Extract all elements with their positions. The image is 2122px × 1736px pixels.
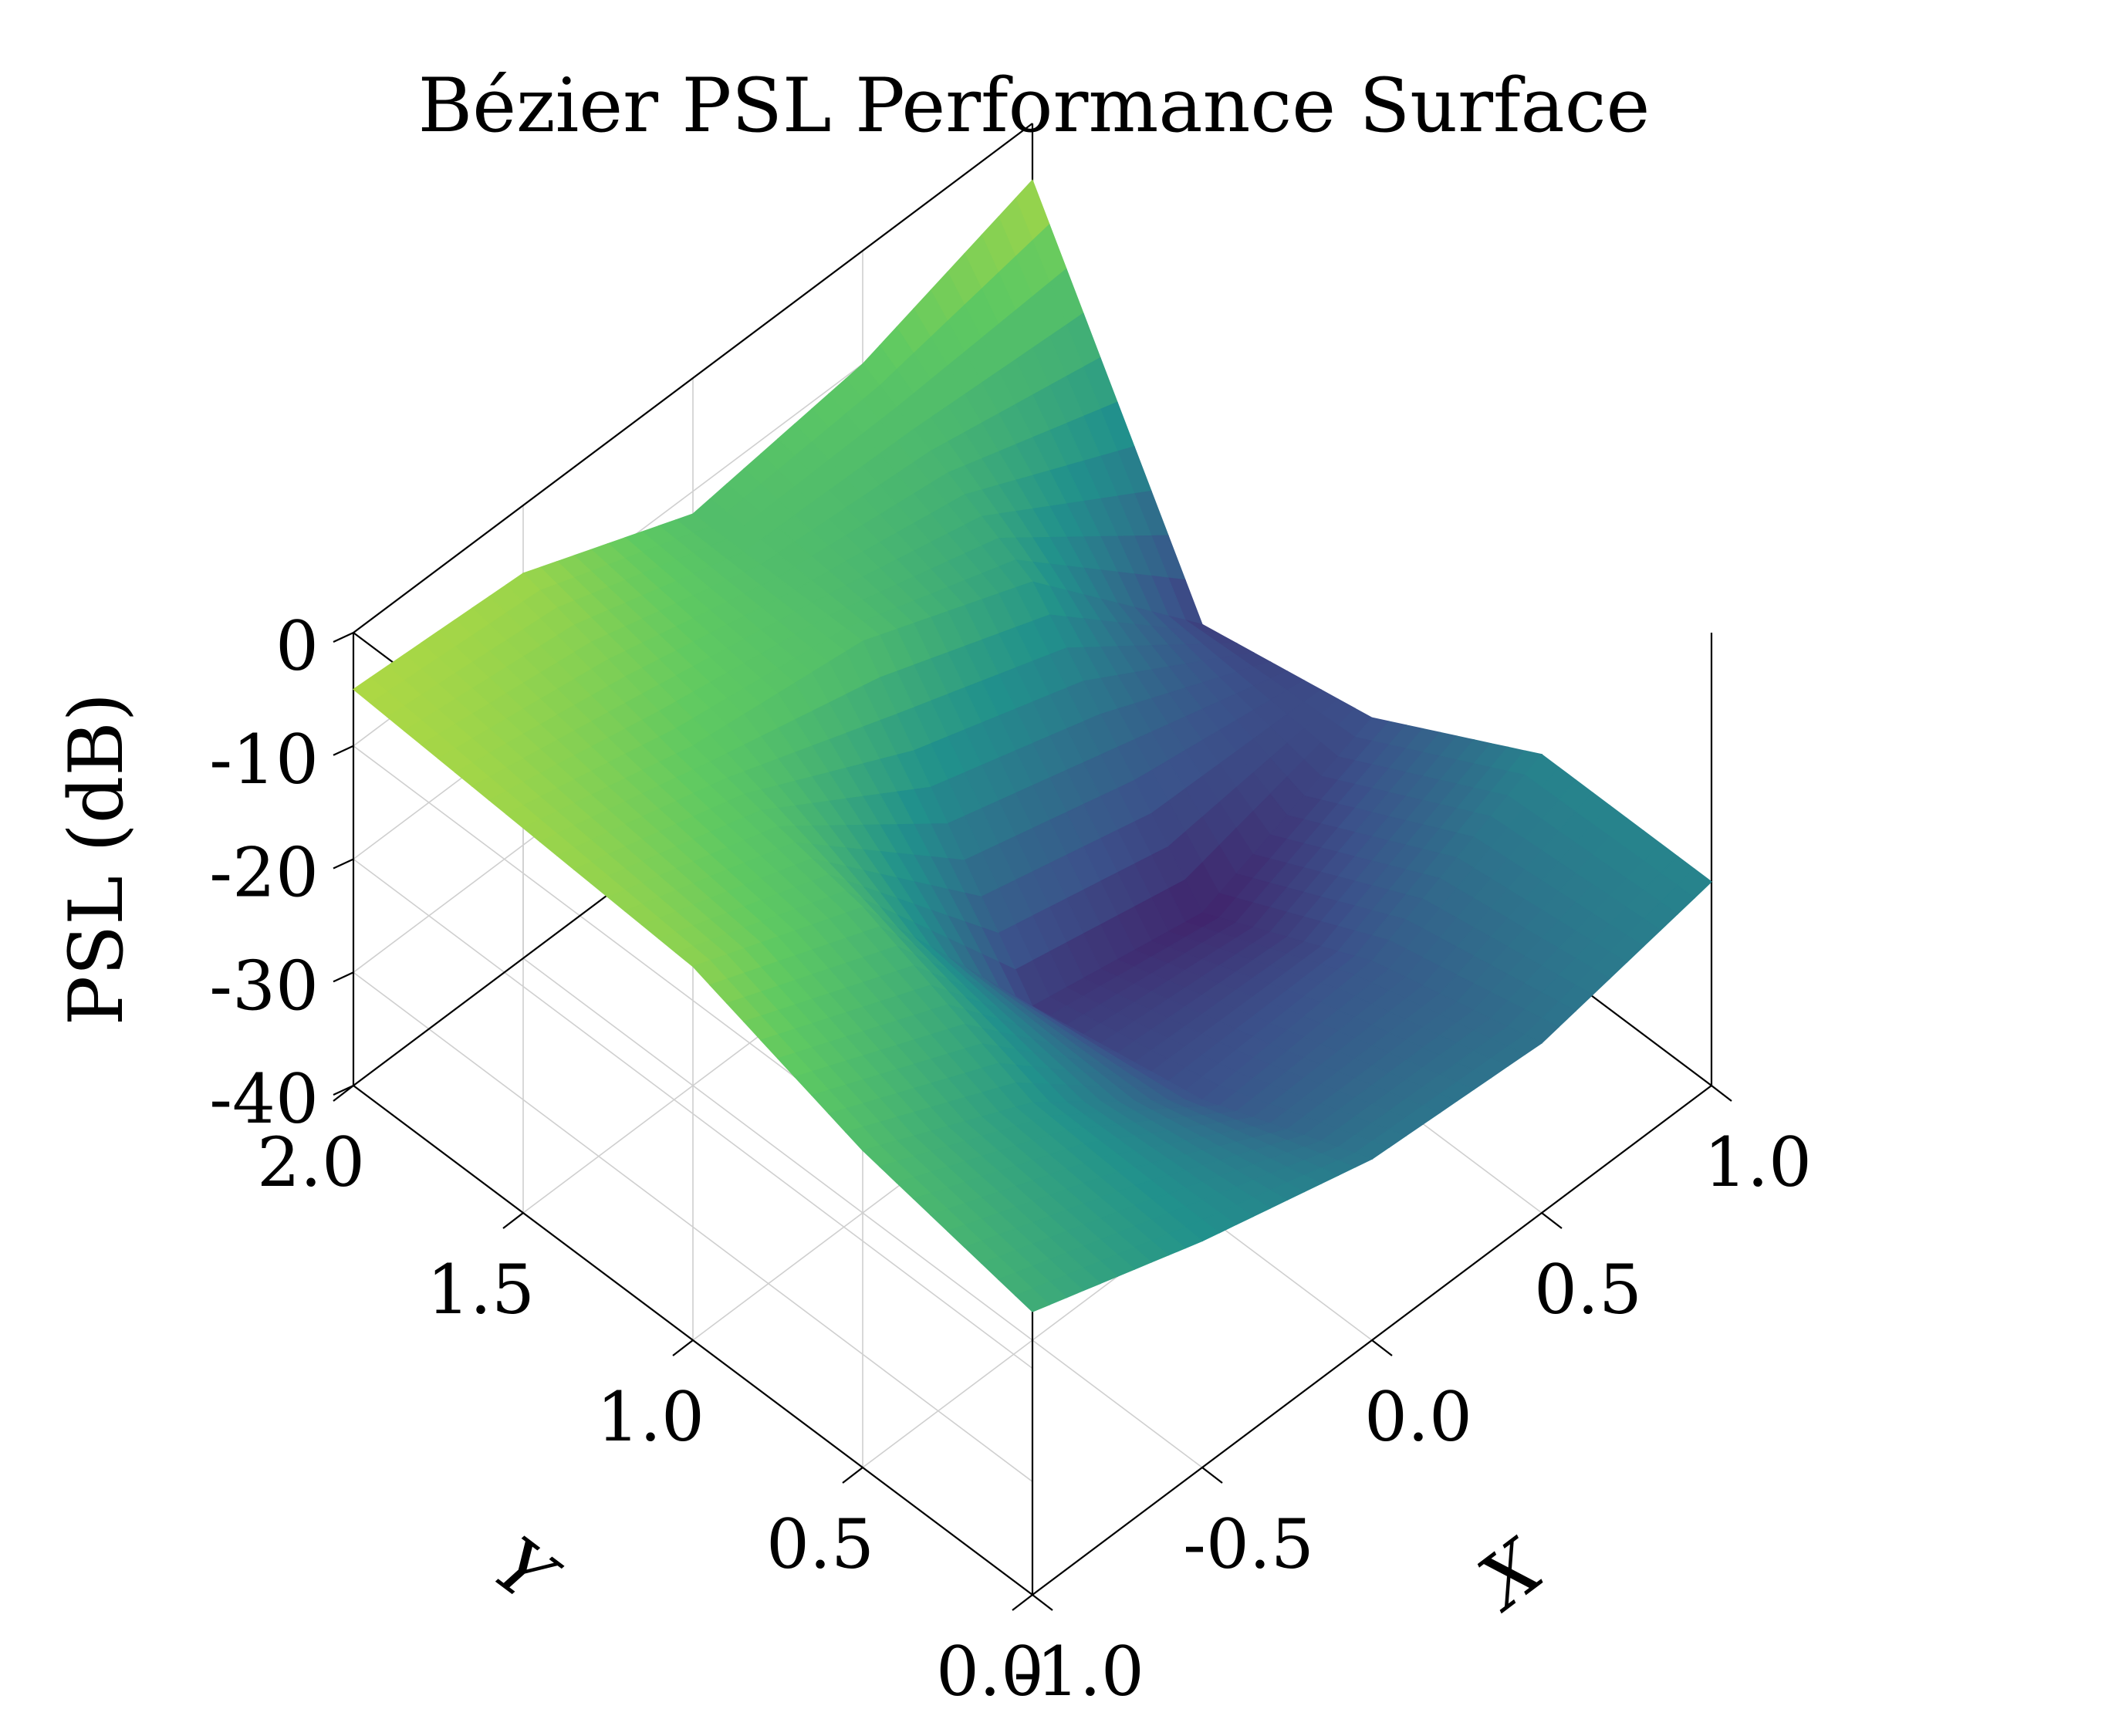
z-tick-label: -10: [209, 720, 319, 799]
y-tick-label: 1.0: [596, 1377, 705, 1457]
frame-edge: [353, 123, 1033, 633]
z-tick-label: -20: [209, 833, 319, 913]
x-tick-label: -1.0: [1013, 1632, 1144, 1711]
y-tick-label: 0.0: [936, 1632, 1044, 1711]
x-tick: [1371, 1339, 1393, 1356]
x-axis-label: X: [1460, 1522, 1560, 1628]
z-tick-label: -30: [209, 946, 319, 1025]
tick-marks: [333, 632, 1732, 1611]
z-tick-label: 0: [275, 606, 319, 686]
x-tick: [1711, 1085, 1732, 1102]
z-tick-label: -40: [209, 1059, 319, 1139]
z-tick: [333, 858, 354, 870]
z-tick: [333, 1085, 354, 1096]
tick-labels: -1.0 -0.5 0.0 0.5 1.0 0.0 0.5 1.0 1.5 2.0-40 -30 -2…: [209, 606, 1812, 1711]
z-tick: [333, 971, 354, 983]
z-tick: [333, 632, 354, 643]
y-tick-label: 0.5: [766, 1505, 874, 1584]
y-tick: [842, 1467, 863, 1484]
y-tick: [333, 1085, 354, 1102]
y-tick: [1012, 1594, 1033, 1611]
x-tick-label: 0.5: [1534, 1250, 1642, 1329]
surface-cell: [1014, 1288, 1051, 1312]
y-axis-label: Y: [478, 1522, 574, 1624]
chart-title: Bézier PSL Performance Surface: [418, 62, 1651, 149]
y-tick: [502, 1212, 524, 1229]
z-tick: [333, 745, 354, 756]
y-tick-label: 1.5: [427, 1250, 535, 1329]
grid-line: [353, 858, 1033, 1370]
y-tick: [672, 1339, 694, 1356]
surface: [352, 179, 1712, 1312]
x-tick-label: -0.5: [1183, 1505, 1314, 1584]
x-tick-label: 0.0: [1364, 1377, 1472, 1457]
x-tick-label: 1.0: [1704, 1123, 1812, 1202]
x-tick: [1032, 1594, 1053, 1611]
y-tick-label: 2.0: [257, 1123, 365, 1202]
x-tick: [1541, 1212, 1563, 1229]
z-axis-label: PSL (dB): [53, 693, 140, 1026]
grid-line: [353, 971, 1033, 1482]
x-tick: [1201, 1467, 1223, 1484]
